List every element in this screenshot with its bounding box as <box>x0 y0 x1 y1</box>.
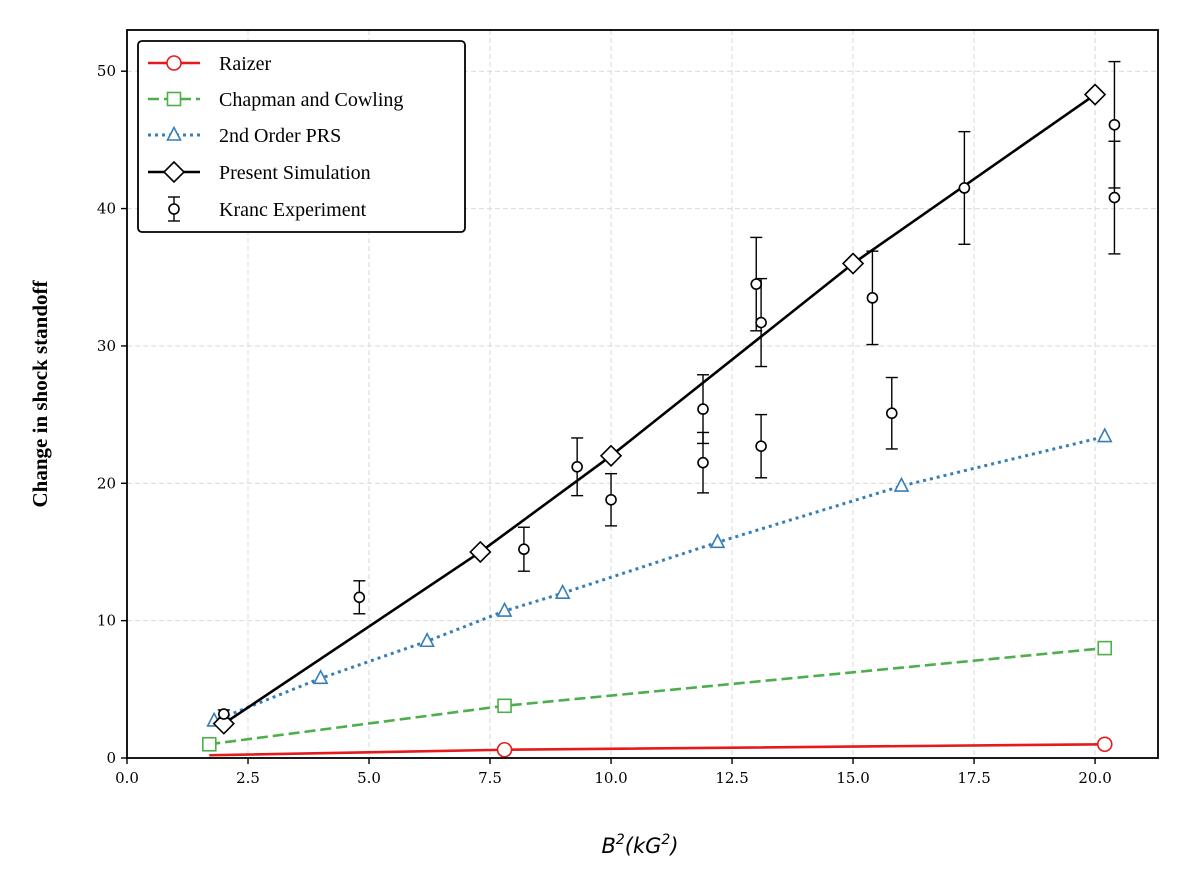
data-point-2nd-order-prs <box>419 632 435 648</box>
x-tick-label: 2.5 <box>236 769 260 787</box>
data-point-kranc-experiment <box>755 316 767 329</box>
x-tick-label: 12.5 <box>715 769 748 787</box>
legend-entries <box>148 55 200 222</box>
x-tick-label: 17.5 <box>957 769 990 787</box>
y-tick-label: 40 <box>97 200 116 218</box>
data-point-chapman-and-cowling <box>201 736 217 752</box>
axes: 0.0 2.5 5.0 7.5 10.0 12.5 15.0 17.5 20.0 0 10 20 30 4… <box>97 62 1112 787</box>
data-point-kranc-experiment <box>697 456 709 469</box>
data-point-kranc-experiment <box>750 278 763 290</box>
series-line-2nd-order-prs <box>213 435 1106 723</box>
data-point-2nd-order-prs <box>1096 427 1113 443</box>
series-raizer <box>209 736 1113 758</box>
data-point-kranc-experiment <box>218 708 230 720</box>
x-axis-label-open: (kG <box>625 834 662 858</box>
legend-label-2nd-order-prs: 2nd Order PRS <box>219 125 341 147</box>
series-2nd-order-prs <box>206 427 1113 727</box>
data-point-kranc-experiment <box>1108 118 1121 131</box>
y-tick-label: 0 <box>106 749 116 767</box>
series-kranc-experiment <box>217 60 1121 720</box>
series-present-simulation <box>212 83 1107 735</box>
data-point-present-simulation <box>841 252 865 275</box>
data-point-kranc-experiment <box>518 543 530 556</box>
plot-frame <box>126 29 1159 759</box>
legend-marker-2nd-order-prs <box>166 125 182 141</box>
x-tick-label: 5.0 <box>357 769 381 787</box>
legend-marker-present-simulation <box>162 160 186 184</box>
plot-series <box>201 60 1121 758</box>
legend-box <box>137 40 466 233</box>
y-tick-label: 50 <box>97 62 116 80</box>
x-axis-label-b: B <box>601 834 615 858</box>
data-point-raizer <box>496 741 513 758</box>
data-point-present-simulation <box>1083 83 1107 106</box>
data-point-kranc-experiment <box>755 440 767 452</box>
x-tick-label: 20.0 <box>1078 769 1111 787</box>
data-point-2nd-order-prs <box>709 533 726 549</box>
x-tick-label: 0.0 <box>115 769 139 787</box>
data-point-kranc-experiment <box>1108 191 1121 204</box>
y-tick-label: 10 <box>97 612 116 630</box>
data-point-present-simulation <box>469 540 492 564</box>
legend-label-kranc-experiment: Kranc Experiment <box>219 199 367 221</box>
data-point-present-simulation <box>599 444 623 467</box>
data-point-chapman-and-cowling <box>1097 640 1113 656</box>
x-axis-label-b-exp: 2 <box>616 832 625 848</box>
legend-label-present-simulation: Present Simulation <box>219 162 371 184</box>
legend-marker-chapman-and-cowling <box>166 91 182 107</box>
data-point-chapman-and-cowling <box>497 698 512 714</box>
legend-label-raizer: Raizer <box>219 53 272 75</box>
data-point-kranc-experiment <box>958 182 971 194</box>
x-axis-label-g-exp: 2 <box>661 832 670 848</box>
x-tick-label: 15.0 <box>836 769 869 787</box>
series-chapman-and-cowling <box>201 640 1113 752</box>
y-axis-label: Change in shock standoff <box>28 280 52 508</box>
y-tick-label: 30 <box>97 337 116 355</box>
legend-marker-raizer <box>166 55 182 71</box>
data-point-kranc-experiment <box>571 460 583 473</box>
legend-marker-kranc-experiment <box>168 203 180 215</box>
x-axis-label-close: ) <box>668 834 678 858</box>
data-point-2nd-order-prs <box>554 583 571 599</box>
data-point-2nd-order-prs <box>496 601 513 617</box>
legend-label-chapman-cowling: Chapman and Cowling <box>219 89 403 111</box>
data-point-kranc-experiment <box>697 403 709 415</box>
y-tick-label: 20 <box>97 474 116 492</box>
x-axis-label: B2(kG2) <box>601 832 678 858</box>
data-point-kranc-experiment <box>353 591 366 604</box>
data-point-raizer <box>1096 736 1113 753</box>
data-point-2nd-order-prs <box>893 476 910 492</box>
data-point-kranc-experiment <box>885 407 898 420</box>
data-point-kranc-experiment <box>605 493 617 506</box>
x-tick-label: 10.0 <box>594 769 627 787</box>
legend: Raizer Chapman and Cowling 2nd Order PRS… <box>137 40 466 233</box>
data-point-kranc-experiment <box>866 292 879 304</box>
x-tick-label: 7.5 <box>478 769 502 787</box>
data-point-2nd-order-prs <box>312 669 329 685</box>
